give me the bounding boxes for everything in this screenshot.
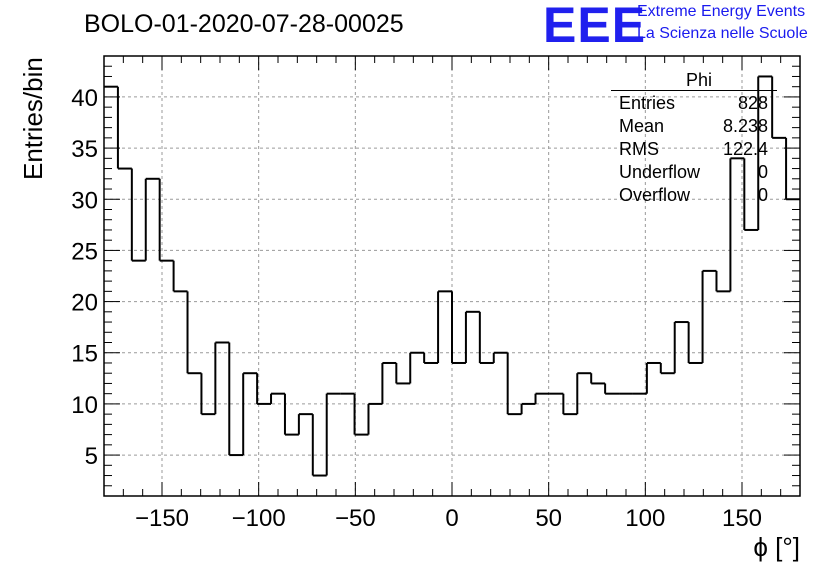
stats-row-underflow: Underflow 0 — [611, 161, 777, 184]
x-tick-label: −50 — [335, 505, 376, 532]
x-axis-label: ϕ [°] — [753, 532, 800, 562]
eee-logo: EEE — [543, 0, 647, 53]
axis-ticks — [104, 56, 800, 496]
stats-value: 8.238 — [722, 116, 768, 136]
stats-box-rule — [611, 90, 777, 91]
y-tick-label: 20 — [71, 290, 98, 317]
logo-line-2: La Scienza nelle Scuole — [637, 25, 808, 42]
y-tick-label: 30 — [71, 187, 98, 214]
y-tick-label: 15 — [71, 341, 98, 368]
x-tick-label: 150 — [722, 505, 762, 532]
stats-row-rms: RMS 122.4 — [611, 138, 777, 161]
stats-row-mean: Mean 8.238 — [611, 115, 777, 138]
stats-value: 0 — [757, 162, 768, 182]
stats-label: Overflow — [619, 185, 691, 205]
logo-line-1: Extreme Energy Events — [637, 3, 806, 20]
stats-label: Underflow — [619, 162, 701, 182]
y-tick-label: 5 — [85, 443, 98, 470]
x-tick-label: 50 — [535, 505, 562, 532]
stats-label: RMS — [619, 139, 659, 159]
y-tick-label: 35 — [71, 136, 98, 163]
stats-label: Entries — [619, 93, 676, 113]
stats-row-overflow: Overflow 0 — [611, 184, 777, 207]
x-tick-label: −100 — [232, 505, 286, 532]
stats-value: 0 — [757, 185, 768, 205]
tick-labels: −150 −100 −50 0 50 100 150 5 10 15 20 25 30 35 40 — [71, 85, 762, 532]
grid-lines — [104, 56, 800, 496]
x-tick-label: 100 — [625, 505, 665, 532]
y-tick-label: 40 — [71, 85, 98, 112]
x-tick-label: 0 — [445, 505, 458, 532]
y-tick-label: 25 — [71, 238, 98, 265]
stats-value: 828 — [737, 93, 768, 113]
chart-title: BOLO-01-2020-07-28-00025 — [84, 10, 404, 38]
y-tick-label: 10 — [71, 392, 98, 419]
stats-box-title: Phi — [685, 70, 712, 90]
x-tick-label: −150 — [135, 505, 189, 532]
stats-value: 122.4 — [722, 139, 768, 159]
stats-label: Mean — [619, 116, 665, 136]
y-axis-label: Entries/bin — [18, 57, 48, 180]
stats-box: Phi Entries 828 Mean 8.238 RMS 122.4 Und… — [611, 70, 777, 207]
stats-row-entries: Entries 828 — [611, 92, 777, 115]
